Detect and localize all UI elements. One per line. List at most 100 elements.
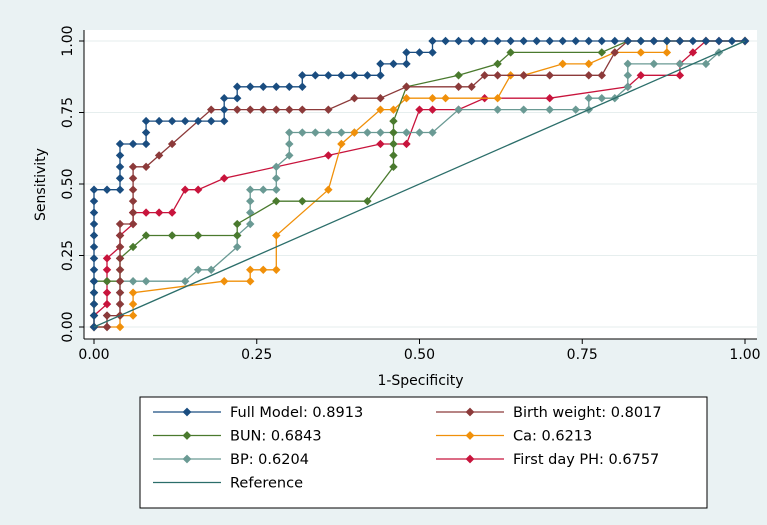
data-point: [193, 265, 203, 274]
data-point: [128, 311, 138, 320]
data-point: [102, 185, 112, 194]
data-point: [285, 151, 294, 160]
legend-label: Full Model: 0.8913: [230, 405, 363, 421]
data-point: [402, 48, 411, 57]
data-point: [701, 59, 711, 69]
data-point: [220, 116, 229, 126]
data-point: [128, 219, 138, 229]
legend-marker: [465, 431, 475, 440]
y-tick-label: 1.00: [60, 25, 76, 56]
data-point: [428, 36, 437, 46]
data-point: [493, 105, 502, 114]
data-point: [623, 36, 633, 46]
data-point: [441, 94, 450, 103]
data-point: [128, 174, 138, 183]
data-point: [506, 36, 515, 46]
data-point: [233, 105, 242, 114]
data-point: [363, 128, 372, 137]
series-line: [94, 40, 745, 328]
data-point: [167, 116, 177, 126]
data-point: [233, 219, 242, 229]
data-point: [584, 36, 593, 46]
x-tick-label: 0.00: [78, 347, 109, 363]
series-layer: [89, 36, 750, 332]
data-point: [714, 36, 724, 46]
x-tick-label: 0.50: [404, 347, 435, 363]
data-point: [141, 139, 151, 149]
data-point: [532, 36, 541, 46]
data-point: [167, 139, 177, 149]
data-point: [402, 82, 411, 91]
data-point: [597, 36, 606, 46]
legend-item: Reference: [153, 476, 303, 492]
data-point: [402, 139, 411, 149]
data-point: [102, 299, 112, 309]
data-point: [89, 265, 99, 274]
data-point: [324, 71, 333, 80]
data-point: [115, 219, 125, 229]
data-point: [324, 185, 333, 194]
y-tick-label: 0.50: [60, 168, 76, 199]
data-point: [558, 59, 567, 69]
data-point: [454, 71, 463, 80]
data-point: [636, 71, 646, 80]
data-point: [285, 128, 294, 137]
data-point: [558, 36, 567, 46]
data-point: [415, 105, 424, 114]
data-point: [467, 36, 476, 46]
data-point: [675, 36, 685, 46]
data-point: [428, 48, 437, 57]
data-point: [298, 71, 307, 80]
data-point: [649, 36, 659, 46]
data-point: [298, 105, 307, 114]
legend-label: Ca: 0.6213: [513, 429, 592, 445]
data-point: [519, 105, 528, 114]
data-point: [102, 277, 112, 286]
data-point: [324, 151, 333, 160]
data-point: [675, 59, 685, 69]
data-point: [89, 196, 99, 206]
data-point: [571, 105, 580, 114]
data-point: [688, 48, 698, 57]
data-point: [246, 219, 255, 229]
data-point: [102, 265, 112, 274]
data-point: [206, 105, 216, 114]
data-point: [311, 71, 320, 80]
data-point: [89, 277, 99, 286]
data-point: [128, 162, 138, 172]
data-point: [154, 116, 164, 126]
data-point: [115, 151, 125, 160]
data-point: [337, 128, 346, 137]
data-point: [220, 105, 229, 114]
legend-item: BP: 0.6204: [153, 452, 309, 468]
data-point: [246, 196, 255, 206]
legend-item: Birth weight: 0.8017: [436, 405, 662, 421]
data-point: [102, 288, 112, 297]
data-point: [584, 59, 593, 69]
data-point: [141, 116, 151, 126]
data-point: [636, 36, 646, 46]
legend-marker: [182, 431, 192, 440]
data-point: [259, 265, 268, 274]
data-point: [128, 196, 138, 206]
data-point: [402, 59, 411, 69]
tick-labels: 0.00 0.25 0.50 0.75 1.00 0.00 0.25 0.50 0.75 1.00: [60, 25, 761, 363]
data-point: [89, 254, 99, 263]
data-point: [662, 48, 672, 57]
data-point: [298, 196, 307, 206]
data-point: [376, 128, 385, 137]
legend-item: Full Model: 0.8913: [153, 405, 363, 421]
data-point: [246, 277, 255, 286]
y-tick-label: 0.00: [60, 311, 76, 342]
data-point: [350, 94, 359, 103]
data-point: [467, 82, 476, 91]
data-point: [493, 71, 502, 80]
legend: Full Model: 0.8913 Birth weight: 0.8017 BU…: [139, 396, 708, 509]
data-point: [193, 231, 203, 240]
data-point: [597, 48, 606, 57]
x-tick-label: 0.75: [567, 347, 598, 363]
data-point: [233, 242, 242, 252]
data-point: [571, 36, 580, 46]
data-point: [141, 231, 151, 240]
data-point: [285, 105, 294, 114]
